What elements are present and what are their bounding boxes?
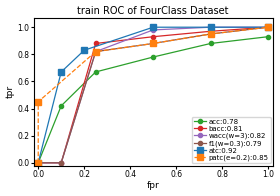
X-axis label: fpr: fpr (147, 181, 160, 191)
patc(e=0.2):0.85 (266, 26, 270, 28)
patc(e=0.2):0.85 (209, 33, 212, 35)
bacc:0.81 (209, 30, 212, 33)
atc:0.92 (151, 26, 155, 28)
Line: f1(w=0.3):0.79: f1(w=0.3):0.79 (36, 25, 270, 165)
acc:0.78 (266, 35, 270, 38)
Line: acc:0.78: acc:0.78 (36, 35, 270, 165)
atc:0.92 (83, 49, 86, 51)
wacc(w=3):0.82 (209, 26, 212, 28)
patc(e=0.2):0.85 (151, 42, 155, 45)
atc:0.92 (209, 26, 212, 28)
acc:0.78 (94, 71, 97, 73)
wacc(w=3):0.82 (266, 26, 270, 28)
patc(e=0.2):0.85 (37, 101, 40, 103)
wacc(w=3):0.82 (60, 162, 63, 164)
Line: atc:0.92: atc:0.92 (36, 24, 271, 166)
bacc:0.81 (94, 42, 97, 45)
f1(w=0.3):0.79 (266, 26, 270, 28)
Line: bacc:0.81: bacc:0.81 (36, 25, 270, 165)
patc(e=0.2):0.85 (37, 162, 40, 164)
acc:0.78 (151, 56, 155, 58)
atc:0.92 (37, 162, 40, 164)
f1(w=0.3):0.79 (151, 42, 155, 45)
atc:0.92 (60, 71, 63, 73)
bacc:0.81 (60, 162, 63, 164)
wacc(w=3):0.82 (37, 162, 40, 164)
f1(w=0.3):0.79 (37, 162, 40, 164)
Legend: acc:0.78, bacc:0.81, wacc(w=3):0.82, f1(w=0.3):0.79, atc:0.92, patc(e=0.2):0.85: acc:0.78, bacc:0.81, wacc(w=3):0.82, f1(… (192, 117, 270, 163)
bacc:0.81 (266, 26, 270, 28)
Title: train ROC of FourClass Dataset: train ROC of FourClass Dataset (77, 5, 229, 15)
f1(w=0.3):0.79 (60, 162, 63, 164)
patc(e=0.2):0.85 (94, 50, 97, 53)
acc:0.78 (60, 105, 63, 107)
wacc(w=3):0.82 (151, 29, 155, 31)
atc:0.92 (266, 26, 270, 28)
f1(w=0.3):0.79 (209, 33, 212, 35)
f1(w=0.3):0.79 (94, 50, 97, 53)
wacc(w=3):0.82 (94, 50, 97, 53)
acc:0.78 (37, 162, 40, 164)
bacc:0.81 (151, 35, 155, 38)
acc:0.78 (209, 42, 212, 45)
Y-axis label: tpr: tpr (6, 85, 15, 98)
Line: wacc(w=3):0.82: wacc(w=3):0.82 (36, 25, 270, 165)
bacc:0.81 (37, 162, 40, 164)
Line: patc(e=0.2):0.85: patc(e=0.2):0.85 (36, 24, 271, 166)
